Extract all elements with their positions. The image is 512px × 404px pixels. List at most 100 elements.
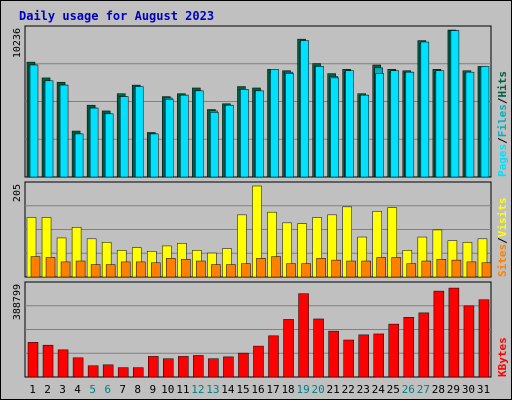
pages-bar [240,89,249,178]
sites-bar [226,264,236,278]
day-label: 3 [59,383,66,396]
kbytes-bar [178,356,189,378]
kbytes-bar [102,364,114,378]
pages-bar [255,90,264,178]
day-label: 25 [387,383,400,396]
kbytes-bar [313,318,324,378]
pages-bar [300,40,309,178]
pages-bar [150,133,159,178]
label-separator: / [496,137,509,144]
pages-bar [345,70,354,178]
sites-bar [166,258,176,278]
day-label: 11 [176,383,189,396]
day-label: 26 [402,383,415,396]
kbytes-bar [87,365,99,378]
day-label: 10 [161,383,174,396]
sites-bar [271,256,281,278]
sites-bar [451,259,462,278]
sites-bar [241,263,251,278]
kbytes-bar [403,317,415,378]
kbytes-bar [418,312,430,378]
day-label: 8 [134,383,141,396]
pages-bar [104,113,114,178]
day-label: 28 [432,383,445,396]
day-label: 4 [74,383,81,396]
day-label: 23 [357,383,370,396]
kbytes-bar [117,367,129,378]
sites-bar [90,264,101,278]
chart-marks [26,29,492,378]
pages-bar [465,71,475,178]
pages-bar [375,73,384,178]
day-label: 15 [236,383,249,396]
series-label: Visits [496,198,509,238]
y-max-label: 388799 [12,284,23,320]
pages-bar [59,84,69,178]
y-max-label: 10236 [12,28,23,58]
day-label: 9 [149,383,156,396]
day-label: 24 [372,383,386,396]
kbytes-bar [193,355,204,378]
kbytes-bar [42,344,54,378]
sites-bar [196,260,206,278]
pages-bar [360,94,369,178]
kbytes-bar [57,349,69,378]
series-label: Hits [496,71,509,98]
kbytes-bar [373,333,384,378]
kbytes-bar [343,339,354,378]
label-separator: / [496,97,509,104]
day-label: 30 [462,383,475,396]
sites-bar [466,261,477,278]
series-label: Sites [496,244,509,277]
sites-bar [436,258,447,278]
kbytes-bar [253,345,264,378]
pages-bar [29,64,39,178]
day-label: 13 [206,383,219,396]
sites-bar [481,262,492,278]
day-label: 1 [29,383,36,396]
pages-bar [285,73,294,178]
sites-bar [376,257,386,278]
kbytes-bar [298,293,309,378]
series-axis-label: Pages/Files/Hits [496,71,509,177]
kbytes-bar [448,287,460,378]
y-max-label: 205 [12,184,23,202]
pages-bar [315,66,324,178]
day-label: 17 [266,383,279,396]
pages-bar [435,70,445,178]
series-label: KBytes [496,337,509,377]
sites-bar [45,257,56,278]
day-label: 20 [312,383,325,396]
kbytes-bar [328,330,339,378]
pages-bar [390,70,400,178]
sites-bar [346,260,356,278]
sites-bar [75,260,86,278]
kbytes-bar [463,305,475,378]
pages-bar [210,112,219,178]
label-separator: / [496,237,509,244]
pages-bar [405,71,415,178]
series-label: Pages [496,144,509,177]
day-label: 27 [417,383,430,396]
kbytes-bar [163,358,174,378]
sites-bar [421,260,432,278]
pages-bar [44,80,54,178]
kbytes-bar [268,335,279,378]
pages-bar [180,94,189,178]
series-axis-label: Sites/Visits [496,198,509,278]
series-axis-label: KBytes [496,337,509,377]
day-label: 14 [221,383,235,396]
kbytes-bar [72,357,84,378]
pages-bar [165,99,174,178]
sites-bar [181,258,191,278]
series-label: Files [496,104,509,137]
pages-bar [119,96,129,178]
kbytes-bar [148,356,159,378]
kbytes-bar [478,299,490,378]
sites-bar [406,263,417,278]
kbytes-bar [223,356,234,378]
day-label: 19 [296,383,309,396]
sites-bar [120,261,131,278]
sites-bar [301,263,311,278]
